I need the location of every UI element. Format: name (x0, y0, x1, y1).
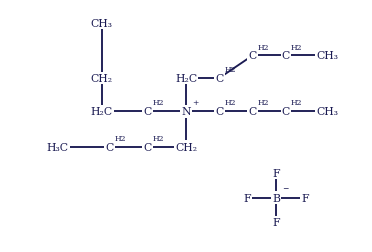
Text: C: C (105, 142, 114, 152)
Text: H2: H2 (115, 134, 126, 142)
Text: −: − (282, 185, 288, 193)
Text: CH₃: CH₃ (316, 51, 338, 61)
Text: C: C (248, 107, 257, 117)
Text: H2: H2 (153, 134, 164, 142)
Text: CH₂: CH₂ (91, 74, 113, 84)
Text: H₂C: H₂C (175, 74, 197, 84)
Text: H2: H2 (257, 43, 269, 51)
Text: H2: H2 (291, 43, 302, 51)
Text: H2: H2 (224, 66, 236, 74)
Text: CH₃: CH₃ (316, 107, 338, 117)
Text: CH₂: CH₂ (175, 142, 197, 152)
Text: N: N (181, 107, 191, 117)
Text: C: C (215, 74, 224, 84)
Text: F: F (272, 168, 280, 178)
Text: F: F (272, 217, 280, 227)
Text: H2: H2 (257, 99, 269, 107)
Text: F: F (243, 193, 251, 203)
Text: H2: H2 (291, 99, 302, 107)
Text: F: F (302, 193, 310, 203)
Text: C: C (215, 107, 224, 117)
Text: CH₃: CH₃ (91, 19, 113, 29)
Text: B: B (272, 193, 280, 203)
Text: C: C (282, 51, 290, 61)
Text: H₂C: H₂C (91, 107, 113, 117)
Text: C: C (144, 142, 152, 152)
Text: H2: H2 (153, 99, 164, 107)
Text: C: C (144, 107, 152, 117)
Text: H2: H2 (224, 99, 236, 107)
Text: H₃C: H₃C (46, 142, 68, 152)
Text: +: + (192, 99, 198, 107)
Text: C: C (248, 51, 257, 61)
Text: C: C (282, 107, 290, 117)
